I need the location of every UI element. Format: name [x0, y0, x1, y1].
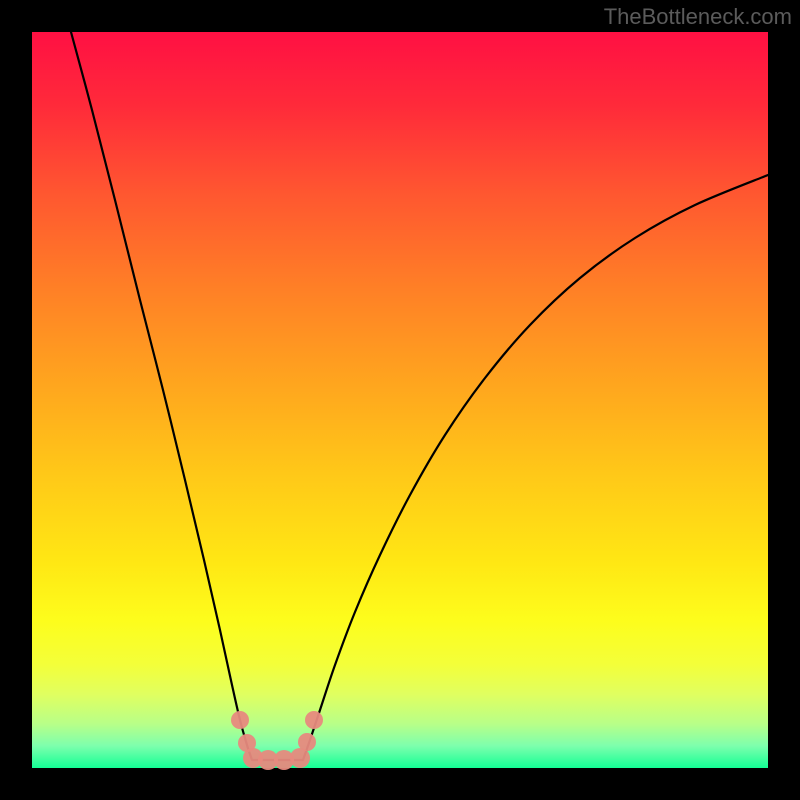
watermark-text: TheBottleneck.com — [604, 4, 792, 30]
marker-point — [298, 733, 316, 751]
plot-background — [32, 32, 768, 768]
marker-point — [231, 711, 249, 729]
chart-svg — [0, 0, 800, 800]
chart-container: TheBottleneck.com — [0, 0, 800, 800]
marker-point — [305, 711, 323, 729]
